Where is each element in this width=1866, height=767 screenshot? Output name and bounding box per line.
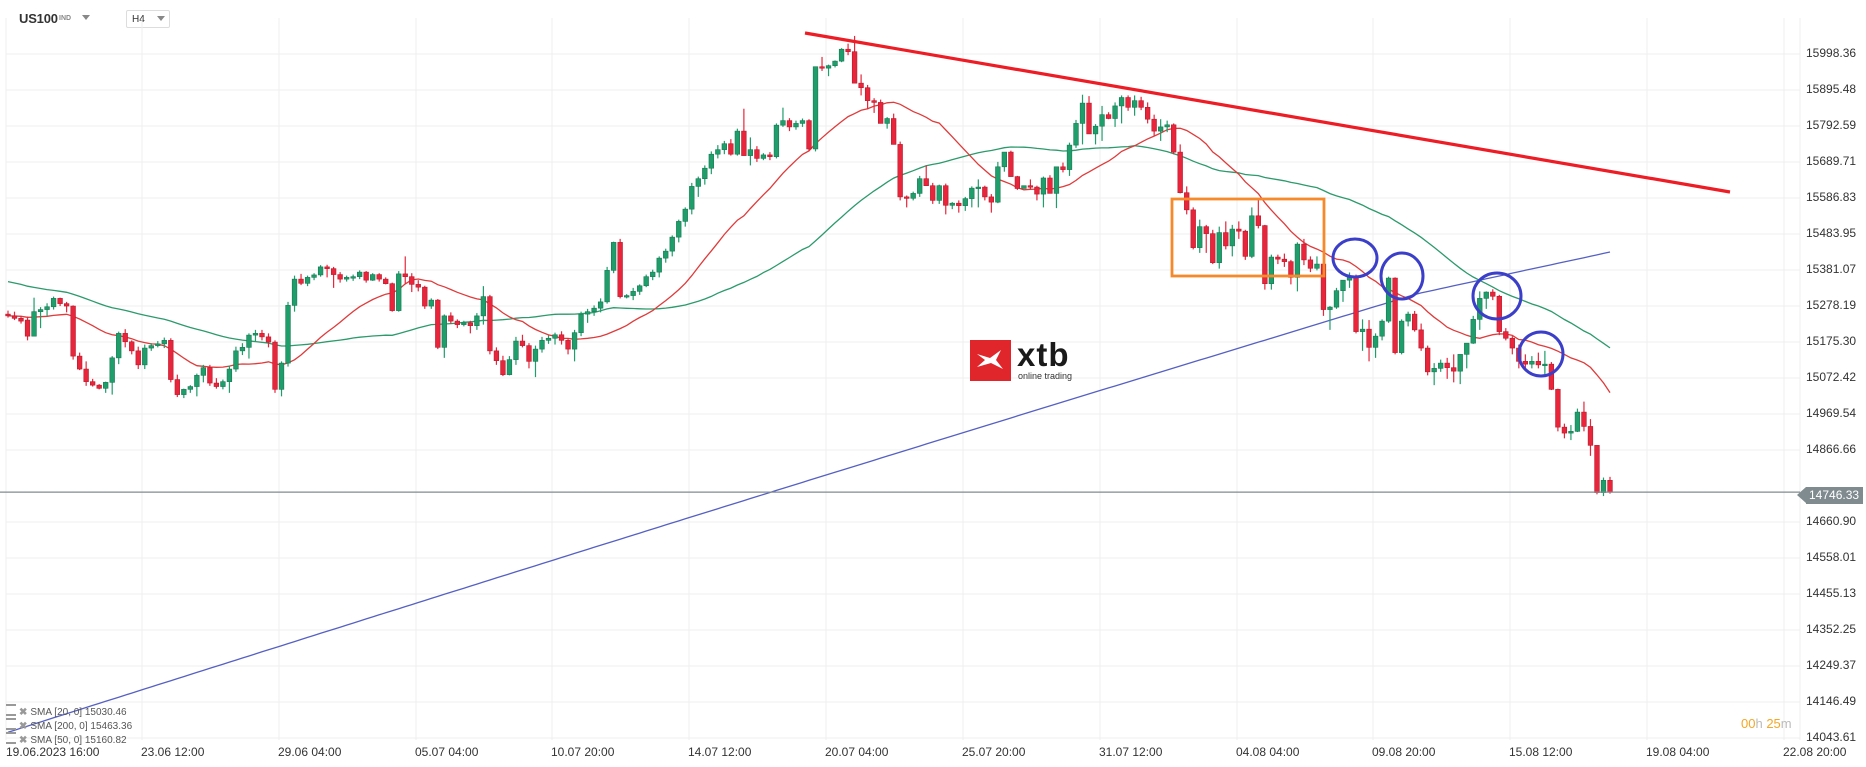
indicator-settings-icon[interactable] bbox=[6, 704, 16, 716]
legend-sma-200[interactable]: ✖ SMA [200, 0] 15463.36 bbox=[6, 717, 132, 732]
price-tick-label: 14558.01 bbox=[1806, 550, 1857, 564]
symbol-label[interactable]: US100 bbox=[19, 11, 58, 26]
price-tick-label: 14455.13 bbox=[1806, 586, 1857, 600]
price-tick-label: 15072.42 bbox=[1806, 370, 1857, 384]
remove-indicator-icon[interactable]: ✖ bbox=[19, 707, 28, 718]
time-tick-label: 25.07 20:00 bbox=[962, 745, 1026, 759]
logo-wordmark: xtb bbox=[1017, 336, 1070, 373]
time-tick-label: 04.08 04:00 bbox=[1236, 745, 1300, 759]
timeframe-chevron-icon bbox=[157, 16, 165, 21]
chart-toolbar: US100 IND H4 bbox=[0, 0, 1866, 34]
indicator-settings-icon[interactable] bbox=[6, 718, 16, 730]
time-tick-label: 31.07 12:00 bbox=[1099, 745, 1163, 759]
time-tick-label: 20.07 04:00 bbox=[825, 745, 889, 759]
candle-countdown-timer: 00h 25m bbox=[1741, 716, 1792, 731]
price-tick-label: 15586.83 bbox=[1806, 190, 1857, 204]
remove-indicator-icon[interactable]: ✖ bbox=[19, 735, 28, 746]
price-tick-label: 15175.30 bbox=[1806, 334, 1857, 348]
current-price-tag: 14746.33 bbox=[1796, 487, 1864, 504]
time-tick-label: 23.06 12:00 bbox=[141, 745, 205, 759]
xtb-logo-icon bbox=[970, 340, 1011, 381]
price-tick-label: 15278.19 bbox=[1806, 298, 1857, 312]
remove-indicator-icon[interactable]: ✖ bbox=[19, 721, 28, 732]
price-tick-label: 14352.25 bbox=[1806, 622, 1857, 636]
price-tick-label: 14146.49 bbox=[1806, 694, 1857, 708]
time-tick-label: 19.06.2023 16:00 bbox=[6, 745, 100, 759]
time-tick-label: 14.07 12:00 bbox=[688, 745, 752, 759]
timeframe-value: H4 bbox=[132, 14, 145, 25]
price-tick-label: 15381.07 bbox=[1806, 262, 1857, 276]
time-tick-label: 19.08 04:00 bbox=[1646, 745, 1710, 759]
price-tick-label: 15792.59 bbox=[1806, 118, 1857, 132]
time-tick-label: 22.08 20:00 bbox=[1783, 745, 1847, 759]
legend-sma-50[interactable]: ✖ SMA [50, 0] 15160.82 bbox=[6, 731, 127, 746]
indicator-settings-icon[interactable] bbox=[6, 732, 16, 744]
price-tick-label: 15998.36 bbox=[1806, 46, 1857, 60]
timeframe-select[interactable]: H4 bbox=[126, 10, 170, 28]
price-tick-label: 14660.90 bbox=[1806, 514, 1857, 528]
symbol-dropdown-chevron-icon[interactable] bbox=[82, 15, 90, 20]
time-tick-label: 09.08 20:00 bbox=[1372, 745, 1436, 759]
symbol-type-label: IND bbox=[59, 15, 72, 22]
price-tick-label: 15895.48 bbox=[1806, 82, 1857, 96]
price-tick-label: 15483.95 bbox=[1806, 226, 1857, 240]
price-tick-label: 14249.37 bbox=[1806, 658, 1857, 672]
xtb-logo: xtb online trading bbox=[970, 336, 1080, 382]
time-tick-label: 10.07 20:00 bbox=[551, 745, 615, 759]
legend-sma-20[interactable]: ✖ SMA [20, 0] 15030.46 bbox=[6, 703, 127, 718]
price-tick-label: 14043.61 bbox=[1806, 730, 1857, 744]
price-tick-label: 14969.54 bbox=[1806, 406, 1857, 420]
time-tick-label: 15.08 12:00 bbox=[1509, 745, 1573, 759]
time-tick-label: 29.06 04:00 bbox=[278, 745, 342, 759]
price-tick-label: 14866.66 bbox=[1806, 442, 1857, 456]
price-tick-label: 15689.71 bbox=[1806, 154, 1857, 168]
logo-tagline: online trading bbox=[1018, 371, 1073, 381]
time-tick-label: 05.07 04:00 bbox=[415, 745, 479, 759]
